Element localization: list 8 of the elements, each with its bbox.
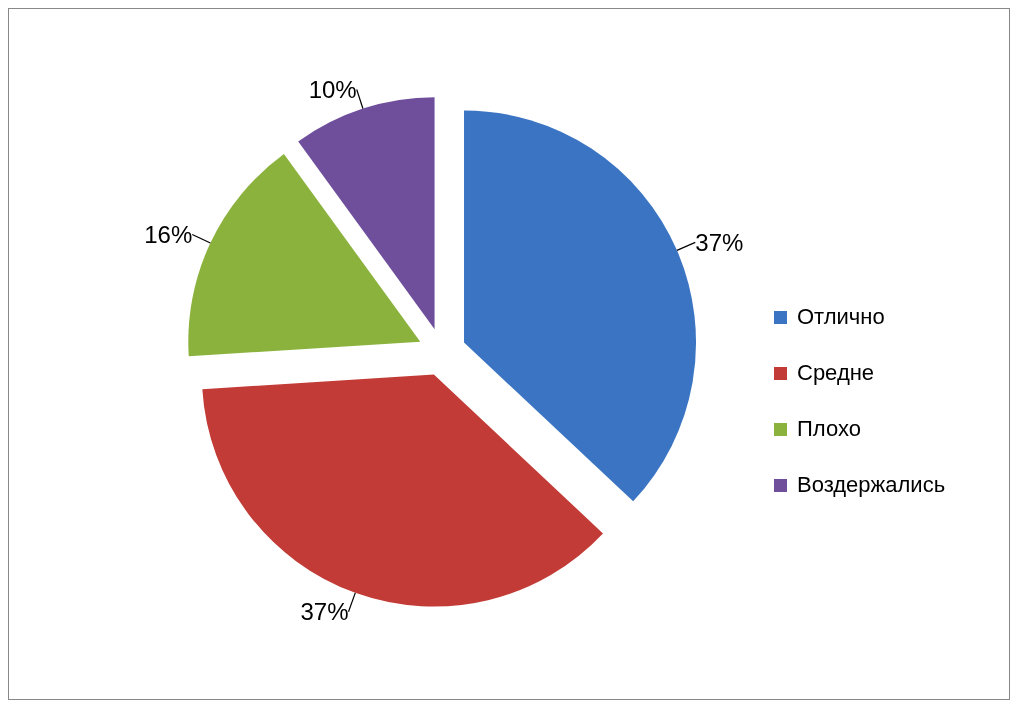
legend-label: Отлично (797, 304, 885, 330)
data-label: 37% (695, 228, 744, 256)
legend-label: Воздержались (797, 472, 946, 498)
legend-label: Средне (797, 360, 875, 386)
legend-label: Плохо (797, 416, 861, 442)
data-label: 37% (300, 598, 349, 626)
data-label: 10% (308, 76, 357, 104)
data-label: 16% (144, 220, 193, 248)
